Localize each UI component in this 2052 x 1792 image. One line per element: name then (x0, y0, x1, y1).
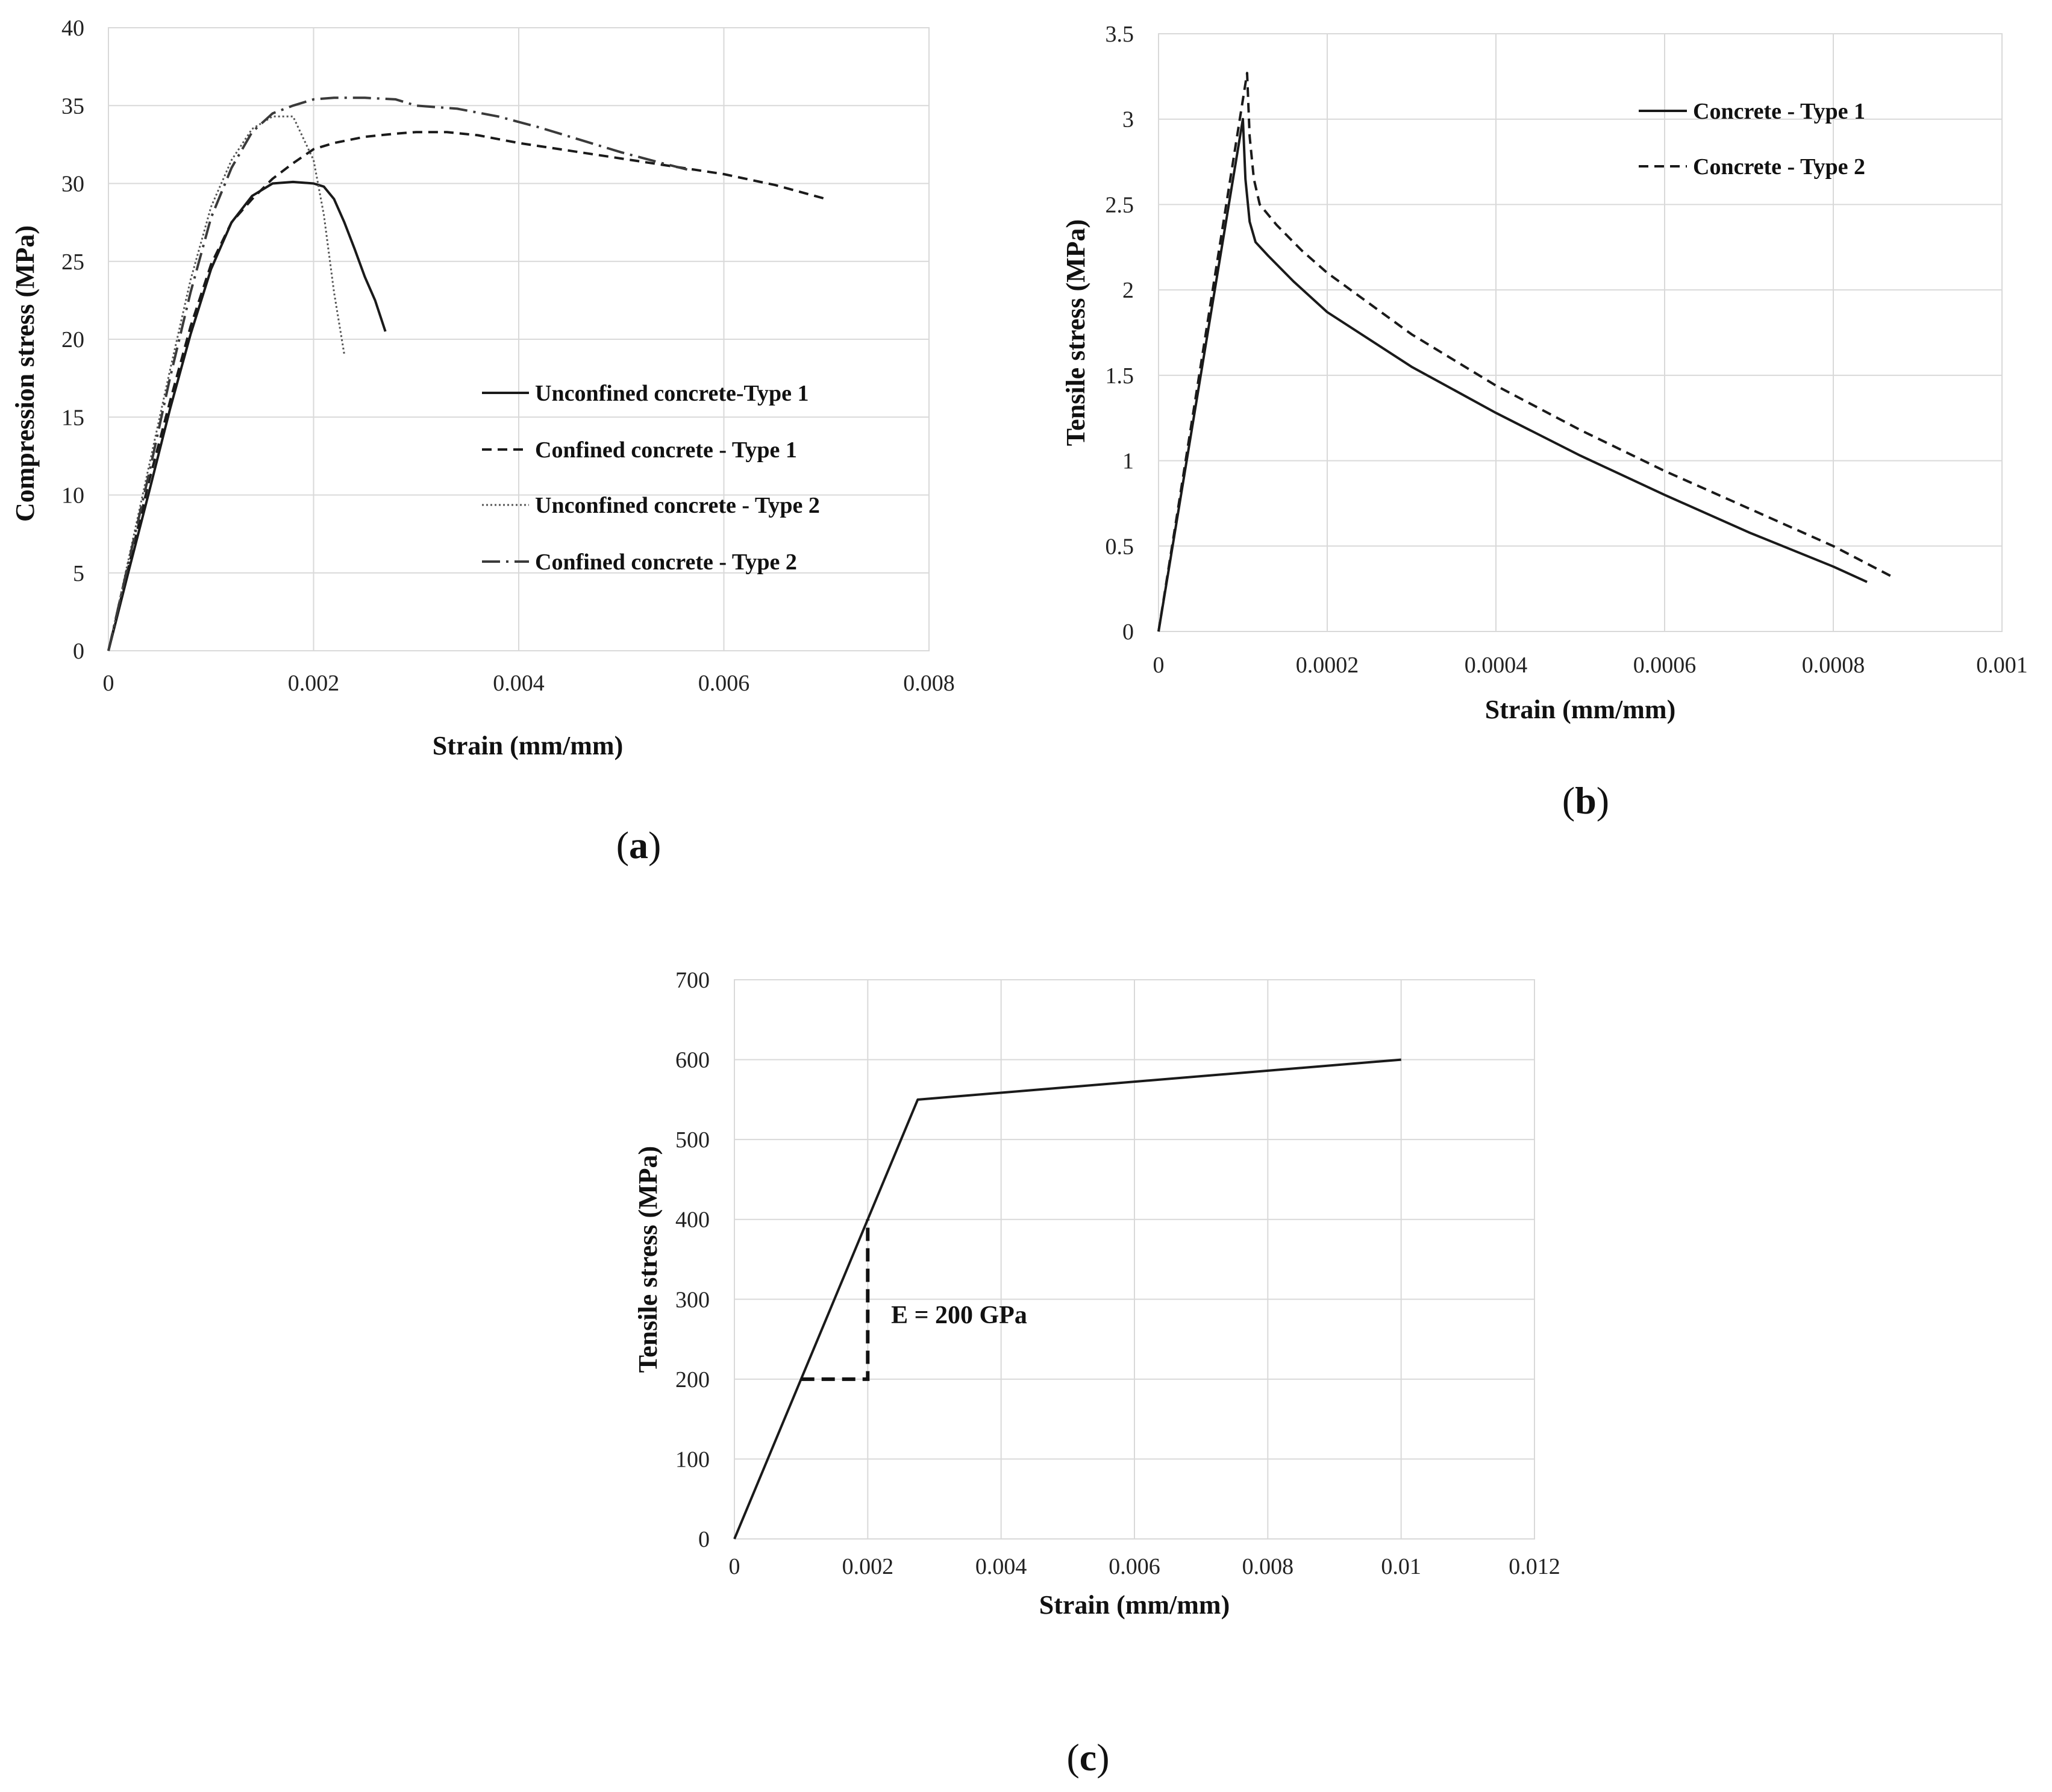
legend-label-b-1: Concrete - Type 2 (1693, 154, 1865, 180)
y-tick-label-a-4: 20 (61, 327, 84, 352)
y-tick-label-b-2: 1 (1122, 449, 1134, 474)
panel-letter-a: a (629, 824, 648, 866)
series-layer-b (1157, 72, 1893, 632)
x-tick-label-b-2: 0.0004 (1465, 653, 1528, 678)
x-tick-label-c-1: 0.002 (842, 1554, 894, 1579)
y-tick-label-c-5: 500 (675, 1127, 710, 1153)
chart-panel-c: 0 100 200 300 400 500 600 700 0 0.002 0.004 0.006 0.… (633, 968, 1560, 1779)
y-tick-label-b-0: 0 (1122, 619, 1134, 645)
x-tick-label-b-4: 0.0008 (1802, 653, 1865, 678)
x-tick-label-c-6: 0.012 (1509, 1554, 1560, 1579)
panel-letter-c: c (1080, 1736, 1096, 1779)
series-line-b-1 (1157, 72, 1893, 632)
ticks-a: 0 5 10 15 20 25 30 35 40 0 0.002 0.004 0.006 0.008 (61, 16, 955, 696)
legend-label-a-0: Unconfined concrete-Type 1 (535, 381, 809, 406)
x-tick-label-a-2: 0.004 (493, 671, 545, 696)
grid-b (1158, 33, 2003, 632)
x-tick-label-c-3: 0.006 (1109, 1554, 1160, 1579)
y-axis-title-b: Tensile stress (MPa) (1061, 219, 1090, 446)
y-tick-label-c-3: 300 (675, 1287, 710, 1312)
y-tick-label-a-6: 30 (61, 172, 84, 197)
legend-label-a-2: Unconfined concrete - Type 2 (535, 493, 820, 518)
panel-label-b: (b) (1562, 779, 1609, 822)
y-tick-label-c-6: 600 (675, 1048, 710, 1073)
panel-label-a: (a) (616, 824, 662, 866)
y-tick-label-b-5: 2.5 (1106, 192, 1134, 218)
y-tick-label-b-3: 1.5 (1106, 363, 1134, 389)
series-layer-a (107, 96, 827, 651)
x-axis-title-a: Strain (mm/mm) (433, 731, 624, 760)
legend-label-b-0: Concrete - Type 1 (1693, 99, 1865, 124)
grid-c (734, 979, 1535, 1540)
series-line-b-0 (1157, 117, 1868, 632)
x-tick-label-a-0: 0 (103, 671, 114, 696)
panel-letter-b: b (1575, 779, 1597, 822)
series-line-c-0 (733, 1058, 1401, 1540)
series-line-a-2 (107, 115, 346, 651)
x-axis-title-c: Strain (mm/mm) (1039, 1590, 1230, 1620)
x-tick-label-b-1: 0.0002 (1296, 653, 1359, 678)
x-tick-label-a-1: 0.002 (288, 671, 340, 696)
y-tick-label-c-0: 0 (698, 1527, 710, 1552)
ticks-c: 0 100 200 300 400 500 600 700 0 0.002 0.004 0.006 0.… (675, 968, 1560, 1579)
x-tick-label-c-0: 0 (729, 1554, 740, 1579)
y-tick-label-a-2: 10 (61, 483, 84, 509)
y-tick-label-a-8: 40 (61, 16, 84, 41)
series-line-a-0 (107, 180, 387, 651)
chart-panel-a: 0 5 10 15 20 25 30 35 40 0 0.002 0.004 0.006 0.008 St… (10, 16, 955, 866)
y-tick-label-b-6: 3 (1122, 107, 1134, 133)
modulus-annotation: E = 200 GPa (891, 1302, 1027, 1329)
series-line-a-1 (107, 131, 827, 651)
legend-item-b-0: Concrete - Type 1 (1639, 99, 1865, 124)
plot-frame-c (734, 979, 1535, 1540)
x-tick-label-a-3: 0.006 (698, 671, 750, 696)
y-tick-label-c-1: 100 (675, 1447, 710, 1472)
legend-b: Concrete - Type 1 Concrete - Type 2 (1639, 99, 1865, 180)
legend-item-b-1: Concrete - Type 2 (1639, 154, 1865, 180)
legend-item-a-3: Confined concrete - Type 2 (482, 550, 797, 575)
y-tick-label-a-7: 35 (61, 93, 84, 119)
legend-item-a-1: Confined concrete - Type 1 (482, 437, 797, 463)
slope-triangle (801, 1219, 870, 1381)
y-axis-title-a: Compression stress (MPa) (10, 225, 40, 522)
series-line-a-3 (107, 96, 693, 651)
x-tick-label-c-5: 0.01 (1381, 1554, 1421, 1579)
y-tick-label-a-3: 15 (61, 405, 84, 430)
y-tick-label-a-0: 0 (73, 639, 84, 664)
x-tick-label-c-2: 0.004 (975, 1554, 1027, 1579)
y-tick-label-b-1: 0.5 (1106, 534, 1134, 559)
series-layer-c (733, 1058, 1401, 1540)
x-tick-label-b-3: 0.0006 (1633, 653, 1697, 678)
y-tick-label-b-7: 3.5 (1106, 22, 1134, 47)
chart-panel-b: 0 0.5 1 1.5 2 2.5 3 3.5 0 0.0002 0.0004 0.0006 0.000… (1061, 22, 2028, 822)
x-tick-label-c-4: 0.008 (1242, 1554, 1294, 1579)
y-tick-label-a-1: 5 (73, 561, 84, 586)
y-tick-label-a-5: 25 (61, 249, 84, 275)
y-tick-label-c-7: 700 (675, 968, 710, 993)
x-tick-label-b-5: 0.001 (1976, 653, 2028, 678)
legend-a: Unconfined concrete-Type 1 Confined conc… (482, 381, 820, 575)
legend-item-a-0: Unconfined concrete-Type 1 (482, 381, 809, 406)
legend-label-a-1: Confined concrete - Type 1 (535, 437, 797, 463)
x-axis-title-b: Strain (mm/mm) (1485, 695, 1676, 724)
x-tick-label-b-0: 0 (1153, 653, 1165, 678)
y-tick-label-b-4: 2 (1122, 278, 1134, 303)
panel-label-c: (c) (1066, 1736, 1109, 1779)
plot-frame-a (108, 27, 930, 651)
y-tick-label-c-4: 400 (675, 1208, 710, 1233)
y-tick-label-c-2: 200 (675, 1367, 710, 1393)
y-axis-title-c: Tensile stress (MPa) (633, 1146, 663, 1373)
plot-frame-b (1158, 33, 2003, 632)
ticks-b: 0 0.5 1 1.5 2 2.5 3 3.5 0 0.0002 0.0004 0.0006 0.000… (1106, 22, 2028, 678)
legend-label-a-3: Confined concrete - Type 2 (535, 550, 797, 575)
x-tick-label-a-4: 0.008 (903, 671, 955, 696)
legend-item-a-2: Unconfined concrete - Type 2 (482, 493, 820, 518)
